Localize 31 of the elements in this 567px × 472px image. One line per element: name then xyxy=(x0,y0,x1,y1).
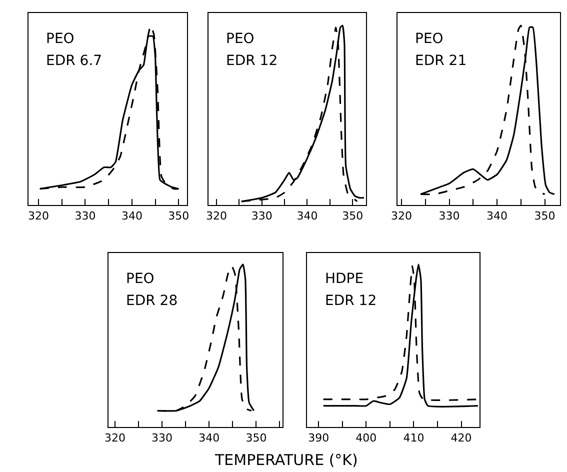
x-tick-label: 330 xyxy=(74,209,96,222)
x-tick-label: 330 xyxy=(152,431,173,444)
annotation: EDR 21 xyxy=(415,53,467,69)
x-tick-label: 320 xyxy=(104,431,126,444)
x-tick-label: 320 xyxy=(391,209,412,222)
x-tick-label: 340 xyxy=(486,209,508,222)
x-tick-label: 350 xyxy=(168,209,190,222)
x-tick-label: 420 xyxy=(450,431,472,444)
annotation: HDPE xyxy=(325,271,364,287)
x-tick-label: 340 xyxy=(198,431,220,444)
annotation: PEO xyxy=(46,31,74,47)
x-tick-label: 320 xyxy=(28,209,49,222)
annotation: EDR 28 xyxy=(126,293,178,309)
x-tick-label: 330 xyxy=(251,209,272,222)
annotation: EDR 12 xyxy=(325,293,377,309)
x-tick-label: 320 xyxy=(206,209,227,222)
annotation: EDR 12 xyxy=(226,53,278,69)
x-tick-label: 340 xyxy=(296,209,318,222)
x-tick-label: 350 xyxy=(246,431,267,444)
x-tick-label: 350 xyxy=(342,209,364,222)
annotation: PEO xyxy=(226,31,254,47)
x-tick-label: 400 xyxy=(356,431,377,444)
x-tick-label: 340 xyxy=(121,209,142,222)
annotation: PEO xyxy=(126,271,154,287)
x-axis-title: TEMPERATURE (°K) xyxy=(214,451,358,469)
annotation: PEO xyxy=(415,31,444,47)
x-tick-label: 390 xyxy=(308,431,330,444)
x-tick-label: 350 xyxy=(534,209,556,222)
x-tick-label: 330 xyxy=(438,209,460,222)
annotation: EDR 6.7 xyxy=(46,53,102,69)
x-tick-label: 410 xyxy=(403,431,424,444)
